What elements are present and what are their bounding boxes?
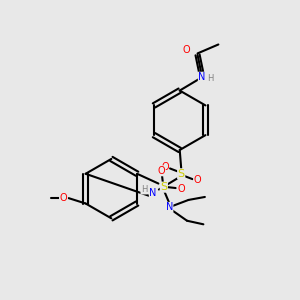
Text: H: H bbox=[141, 185, 147, 194]
Text: O: O bbox=[182, 45, 190, 55]
Text: O: O bbox=[194, 175, 201, 185]
Text: S: S bbox=[160, 182, 167, 192]
Text: N: N bbox=[166, 202, 173, 212]
Text: O: O bbox=[161, 162, 169, 172]
Text: N: N bbox=[149, 188, 157, 198]
Text: H: H bbox=[207, 74, 214, 82]
Text: O: O bbox=[59, 193, 67, 203]
Text: O: O bbox=[158, 166, 165, 176]
Text: N: N bbox=[198, 72, 206, 82]
Text: O: O bbox=[177, 184, 185, 194]
Text: S: S bbox=[178, 169, 185, 179]
